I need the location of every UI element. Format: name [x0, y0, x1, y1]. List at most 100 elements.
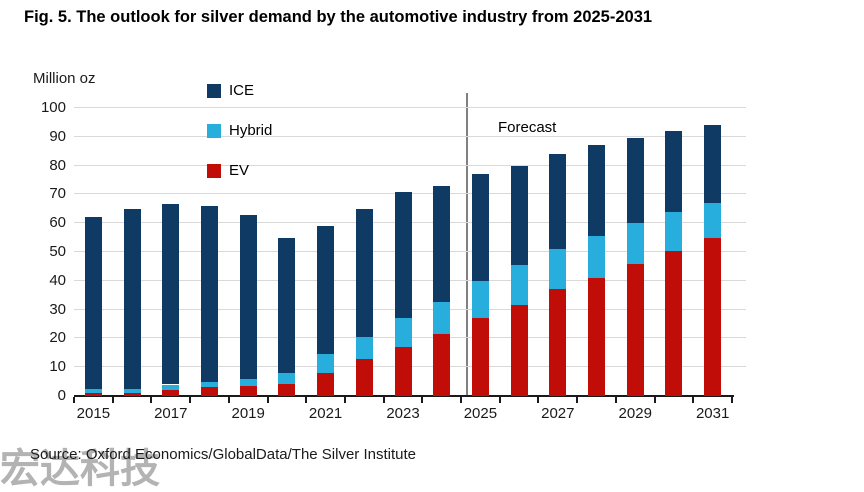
bar-segment-ice-2025 [471, 174, 489, 281]
x-tick-label: 2019 [231, 405, 265, 422]
y-tick-label: 0 [57, 387, 66, 404]
x-axis-tick [614, 397, 617, 403]
x-axis-tick [305, 397, 308, 403]
bar-segment-ev-2029 [626, 263, 644, 396]
x-axis-tick [731, 397, 733, 403]
x-tick-label: 2031 [695, 405, 730, 422]
legend-swatch-hybrid [207, 124, 221, 138]
bar-segment-ev-2024 [433, 334, 451, 396]
bar-segment-hybrid-2026 [510, 264, 528, 306]
x-tick-label: 2015 [76, 405, 111, 422]
bar-segment-ice-2015 [84, 217, 102, 389]
bar-segment-ice-2031 [704, 125, 722, 204]
bar-segment-hybrid-2022 [355, 336, 373, 359]
bar-segment-ev-2030 [665, 250, 683, 396]
legend: ICE Hybrid EV [207, 82, 273, 204]
legend-label: EV [229, 162, 250, 179]
bar-segment-ice-2023 [394, 191, 412, 319]
x-axis-tick [498, 397, 501, 403]
bar-segment-ice-2029 [626, 138, 644, 224]
bar-segment-ice-2016 [123, 208, 141, 389]
bar-segment-hybrid-2021 [317, 354, 335, 373]
bar-segment-ev-2031 [704, 237, 722, 396]
y-tick-label: 60 [49, 214, 66, 232]
bar-segment-ev-2021 [317, 372, 335, 396]
x-axis-tick [266, 397, 269, 403]
bar-segment-hybrid-2015 [84, 388, 102, 394]
bar-segment-ice-2027 [549, 154, 567, 250]
x-tick-label: 2027 [541, 405, 575, 422]
bar-segment-ev-2026 [510, 305, 528, 396]
source-note: Source: Oxford Economics/GlobalData/The … [30, 446, 417, 463]
gridline [74, 135, 746, 137]
legend-label: ICE [229, 82, 255, 99]
forecast-label: Forecast [498, 119, 557, 136]
bar-segment-ev-2015 [84, 393, 102, 396]
bar-segment-hybrid-2029 [626, 223, 644, 264]
bar-segment-ev-2022 [355, 358, 373, 396]
x-axis-tick [73, 397, 75, 403]
legend-item-ev: EV [207, 162, 272, 179]
y-axis-title: Million oz [33, 70, 96, 87]
bar-segment-ev-2023 [394, 347, 412, 396]
gridline [74, 107, 746, 108]
y-tick-label: 100 [40, 99, 66, 116]
bar-segment-hybrid-2016 [123, 388, 141, 394]
bar-segment-ev-2028 [588, 277, 606, 396]
legend-swatch-ice [207, 84, 221, 98]
x-axis-tick [189, 397, 192, 403]
gridline [74, 164, 746, 166]
legend-swatch-ev [207, 164, 221, 178]
bar-segment-ice-2017 [162, 204, 180, 385]
x-axis-tick [460, 397, 463, 403]
bar-segment-hybrid-2018 [200, 381, 218, 388]
bar-segment-ice-2020 [278, 237, 296, 373]
bar-segment-ice-2028 [588, 145, 606, 237]
bar-segment-hybrid-2017 [162, 384, 180, 391]
bar-segment-ev-2020 [278, 384, 296, 396]
x-tick-label: 2025 [463, 405, 498, 422]
bar-segment-ev-2027 [549, 289, 567, 396]
bar-segment-ev-2018 [200, 387, 218, 396]
bar-segment-hybrid-2023 [394, 318, 412, 348]
forecast-divider-line [466, 93, 468, 396]
x-axis-tick [653, 397, 656, 403]
x-axis-line [74, 395, 734, 397]
x-axis-tick [227, 397, 230, 403]
bar-segment-hybrid-2031 [704, 203, 722, 238]
x-axis-tick [576, 397, 579, 403]
x-axis-tick [692, 397, 695, 403]
bar-segment-hybrid-2019 [239, 378, 257, 386]
bar-segment-ice-2018 [200, 205, 218, 382]
bar-segment-ev-2017 [162, 390, 180, 396]
y-tick-label: 40 [49, 271, 66, 289]
x-tick-label: 2017 [154, 405, 188, 422]
y-tick-label: 30 [49, 300, 66, 318]
bar-segment-hybrid-2025 [471, 280, 489, 319]
y-tick-label: 10 [49, 358, 66, 376]
watermark: 宏达科技 [0, 447, 160, 491]
bar-segment-ice-2022 [355, 208, 373, 337]
bar-segment-hybrid-2024 [433, 302, 451, 335]
x-tick-label: 2023 [386, 405, 420, 422]
x-axis-tick [111, 397, 114, 403]
legend-label: Hybrid [229, 122, 273, 139]
bar-segment-ice-2026 [510, 165, 528, 265]
y-tick-label: 20 [49, 329, 66, 347]
bar-segment-ice-2030 [665, 131, 683, 212]
plot-area: Forecast 0 10 20 30 40 50 60 70 80 90 100 2015 2017 2… [41, 93, 746, 422]
y-tick-label: 90 [49, 127, 66, 145]
x-axis-tick [150, 397, 153, 403]
x-tick-label: 2021 [308, 405, 343, 422]
bar-segment-ev-2016 [123, 393, 141, 396]
x-axis-tick [382, 397, 385, 403]
bar-segment-ice-2019 [239, 214, 257, 379]
bar-segment-ice-2021 [317, 226, 335, 355]
figure-title: Fig. 5. The outlook for silver demand by… [24, 8, 653, 26]
bar-segment-hybrid-2020 [278, 372, 296, 385]
x-axis-tick [421, 397, 424, 403]
y-tick-label: 80 [49, 156, 66, 174]
legend-item-ice: ICE [207, 82, 272, 99]
bar-segment-ice-2024 [433, 185, 451, 303]
